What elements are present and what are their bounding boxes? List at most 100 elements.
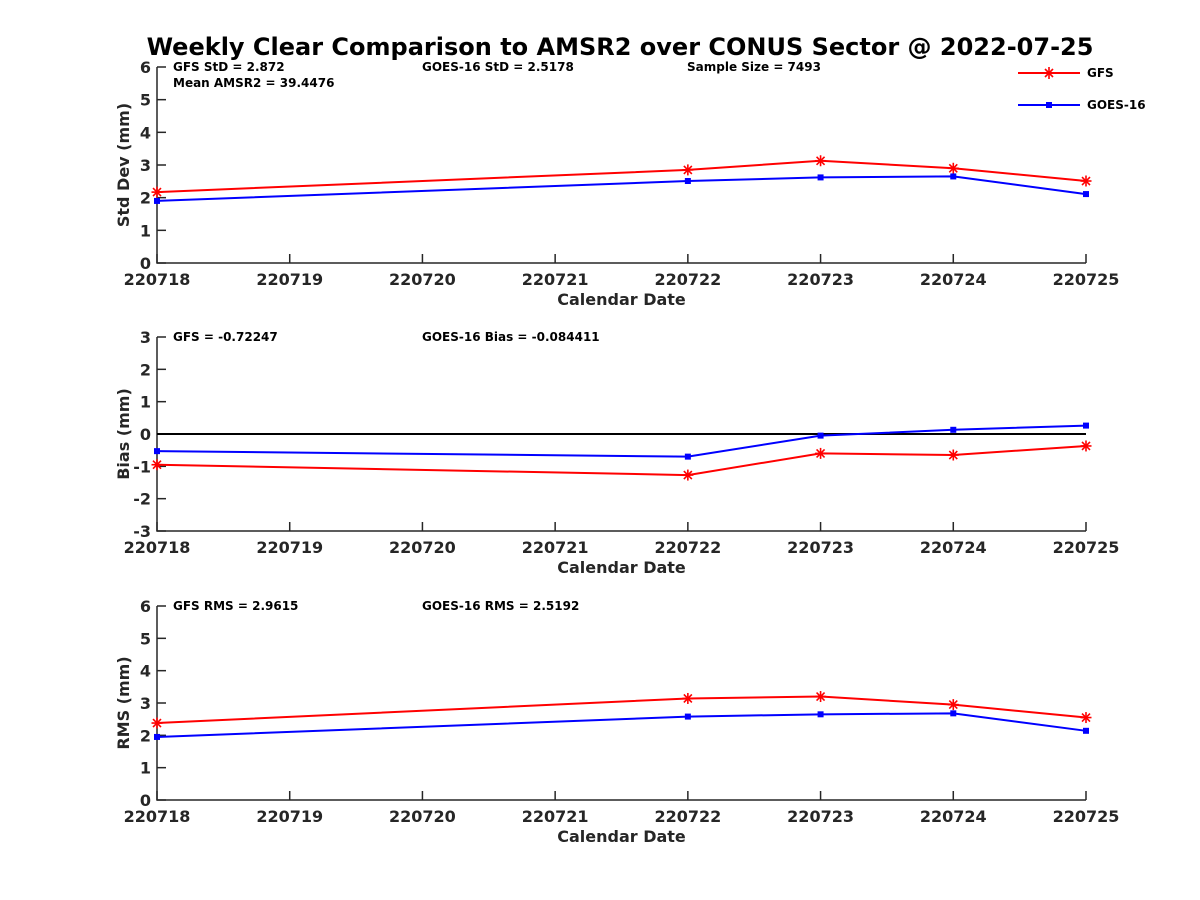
point-gfs-bias <box>947 449 959 461</box>
xtick-label-std: 220724 <box>920 270 987 289</box>
xtick-label-std: 220723 <box>787 270 854 289</box>
xlabel-bias: Calendar Date <box>557 558 686 577</box>
ytick-label-rms: 1 <box>140 759 151 778</box>
series-line-goes16-std <box>156 175 1087 202</box>
ytick-label-rms: 2 <box>140 726 151 745</box>
point-gfs-bias <box>1080 440 1092 452</box>
axes-std <box>156 67 1086 264</box>
xtick-label-rms: 220723 <box>787 807 854 826</box>
xlabel-rms: Calendar Date <box>557 827 686 846</box>
point-goes16-bias <box>950 426 957 433</box>
ytick-label-rms: 0 <box>140 791 151 810</box>
ytick-label-bias: 1 <box>140 393 151 412</box>
ytick-label-std: 5 <box>140 91 151 110</box>
ytick-label-bias: 2 <box>140 360 151 379</box>
point-goes16-rms <box>154 733 160 740</box>
point-gfs-rms <box>151 717 163 729</box>
stat-annotation-rms: GFS RMS = 2.9615 <box>173 599 298 613</box>
ylabel-std: Std Dev (mm) <box>114 103 133 227</box>
ytick-label-bias: 3 <box>140 328 151 347</box>
point-gfs-bias <box>815 447 827 459</box>
xtick-label-rms: 220718 <box>124 807 191 826</box>
xtick-label-rms: 220719 <box>256 807 323 826</box>
xtick-label-bias: 220725 <box>1053 538 1120 557</box>
xtick-label-rms: 220724 <box>920 807 987 826</box>
xtick-label-rms: 220722 <box>654 807 721 826</box>
point-gfs-std <box>151 186 163 198</box>
stat-annotation-rms: GOES-16 RMS = 2.5192 <box>422 599 579 613</box>
ytick-label-bias: -3 <box>133 522 151 541</box>
point-goes16-bias <box>817 432 824 439</box>
xtick-label-std: 220719 <box>256 270 323 289</box>
axes-rms <box>156 606 1086 801</box>
point-gfs-rms <box>947 699 959 711</box>
point-goes16-bias <box>684 453 691 460</box>
point-goes16-bias <box>1083 422 1089 429</box>
stat-annotation-std: GFS StD = 2.872 <box>173 60 285 74</box>
xtick-label-bias: 220724 <box>920 538 987 557</box>
point-gfs-rms <box>1080 712 1092 724</box>
stat-annotation-bias: GOES-16 Bias = -0.084411 <box>422 330 600 344</box>
stat-annotation-std: Sample Size = 7493 <box>687 60 821 74</box>
ytick-label-bias: -2 <box>133 490 151 509</box>
ytick-label-std: 4 <box>140 123 151 142</box>
ytick-label-std: 6 <box>140 58 151 77</box>
point-goes16-std <box>154 197 160 204</box>
xtick-label-std: 220718 <box>124 270 191 289</box>
point-goes16-std <box>817 174 824 181</box>
point-goes16-rms <box>817 711 824 718</box>
ytick-label-rms: 5 <box>140 629 151 648</box>
point-gfs-std <box>1080 175 1092 187</box>
point-goes16-std <box>1083 191 1089 198</box>
legend-marker-goes16 <box>1046 102 1052 108</box>
ylabel-rms: RMS (mm) <box>114 656 133 749</box>
point-goes16-bias <box>154 448 160 455</box>
xtick-label-std: 220721 <box>522 270 589 289</box>
ytick-label-rms: 3 <box>140 694 151 713</box>
stat-annotation-bias: GFS = -0.72247 <box>173 330 278 344</box>
stat-annotation-std: GOES-16 StD = 2.5178 <box>422 60 574 74</box>
ytick-label-std: 2 <box>140 189 151 208</box>
xtick-label-bias: 220718 <box>124 538 191 557</box>
legend-label-goes16: GOES-16 <box>1087 98 1146 112</box>
panel-std: 0 1 2 3 4 5 6 220718 220719 220720 220721 220722 220… <box>114 58 1119 309</box>
ytick-label-std: 1 <box>140 221 151 240</box>
panel-rms: 0 1 2 3 4 5 6 220718 220719 220720 220721 220722 220… <box>114 597 1119 846</box>
xtick-label-rms: 220721 <box>522 807 589 826</box>
legend-marker-gfs <box>1043 67 1055 79</box>
ytick-label-rms: 6 <box>140 597 151 616</box>
stat-annotation-std: Mean AMSR2 = 39.4476 <box>173 76 334 90</box>
xtick-label-bias: 220719 <box>256 538 323 557</box>
point-goes16-rms <box>684 713 691 720</box>
xtick-label-bias: 220720 <box>389 538 456 557</box>
point-gfs-bias <box>682 469 694 481</box>
series-line-goes16-bias <box>156 424 1087 458</box>
xtick-label-std: 220720 <box>389 270 456 289</box>
xtick-label-bias: 220722 <box>654 538 721 557</box>
xtick-label-std: 220722 <box>654 270 721 289</box>
point-goes16-rms <box>1083 727 1089 734</box>
ytick-label-bias: -1 <box>133 457 151 476</box>
ytick-label-std: 0 <box>140 254 151 273</box>
xtick-label-rms: 220725 <box>1053 807 1120 826</box>
ytick-label-bias: 0 <box>140 425 151 444</box>
xtick-label-std: 220725 <box>1053 270 1120 289</box>
point-gfs-std <box>682 164 694 176</box>
legend-label-gfs: GFS <box>1087 66 1114 80</box>
point-goes16-std <box>950 173 957 180</box>
xlabel-std: Calendar Date <box>557 290 686 309</box>
ytick-label-std: 3 <box>140 156 151 175</box>
figure-title: Weekly Clear Comparison to AMSR2 over CO… <box>147 33 1094 61</box>
point-gfs-std <box>947 162 959 174</box>
xtick-label-rms: 220720 <box>389 807 456 826</box>
xtick-label-bias: 220721 <box>522 538 589 557</box>
point-gfs-rms <box>815 691 827 703</box>
series-line-gfs-bias <box>156 444 1087 477</box>
point-gfs-rms <box>682 692 694 704</box>
legend: GFS GOES-16 <box>1018 66 1146 112</box>
panel-bias: -3 -2 -1 0 1 2 3 220718 220719 220720 220721 220722… <box>114 328 1119 577</box>
point-gfs-bias <box>151 459 163 471</box>
ylabel-bias: Bias (mm) <box>114 388 133 480</box>
point-goes16-std <box>684 178 691 185</box>
